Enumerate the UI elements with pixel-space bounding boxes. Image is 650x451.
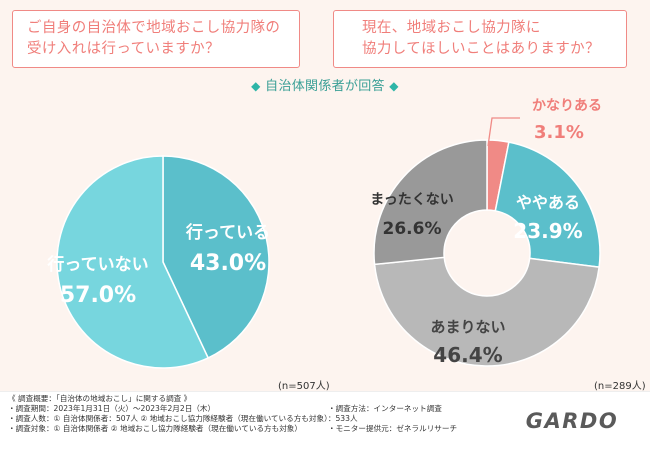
question-1-line-1: ご自身の自治体で地域おこし協力隊の [27,20,281,36]
sample-size-note-2: (n=289人) [594,381,646,392]
pie1-category-label-a: 行っている [185,222,270,243]
donut-value-label-a: 3.1% [534,122,584,143]
pie1-value-label-b: 57.0% [60,283,136,308]
question-box-2: 現在、地域おこし協力隊に 協力してほしいことはありますか？ [333,10,627,68]
question-2-line-2: 協力してほしいことはありますか？ [362,41,600,57]
donut-slice-d [373,139,488,266]
pie1-category-label-b: 行っていない [46,254,148,275]
gardo-logo: GARDO [508,410,636,432]
pie1-slice-b [56,155,210,369]
question-2-line-1: 現在、地域おこし協力隊に [362,20,541,36]
donut-value-label-d: 26.6% [383,219,442,239]
footer-overview: 《 調査概要：「自治体の地域おこし」に関する調査 》 [8,394,192,403]
donut-category-label-a: かなりある [532,98,602,114]
donut-category-label-d: まったくない [370,192,453,208]
donut-value-label-b: 23.9% [513,219,582,243]
footer-monitor: ・モニター提供元：ゼネラルリサーチ [328,424,458,433]
donut-slice-c [373,256,600,367]
diamond-icon-left: ◆ [251,79,261,93]
donut-value-label-c: 46.4% [433,343,502,367]
donut-category-label-b: ややある [516,193,580,212]
footer-target: ・調査対象：① 自治体関係者 ② 地域おこし協力隊経験者（現在働いている方も対象… [8,424,302,433]
footer-method: ・調査方法：インターネット調査 [328,404,442,413]
pie1-value-label-a: 43.0% [190,251,266,276]
donut-category-label-c: あまりない [430,318,505,336]
donut-leader-line [487,117,520,147]
respondent-subtitle: ◆ 自治体関係者が回答 ◆ [0,75,650,94]
donut-slice-b [494,141,601,269]
question-1-line-2: 受け入れは行っていますか？ [27,41,220,57]
diamond-icon-right: ◆ [389,79,399,93]
footer-people: ・調査人数：① 自治体関係者：507人 ② 地域おこし協力隊経験者（現在働いてい… [8,414,358,423]
survey-footer [0,391,650,451]
question-box-1: ご自身の自治体で地域おこし協力隊の 受け入れは行っていますか？ [12,10,300,68]
footer-period: ・調査期間：2023年1月31日（火）～2023年2月2日（木） [8,404,216,413]
pie1-slice-a [162,155,270,359]
sample-size-note-1: (n=507人) [278,381,330,392]
subtitle-text: 自治体関係者が回答 [265,79,385,94]
